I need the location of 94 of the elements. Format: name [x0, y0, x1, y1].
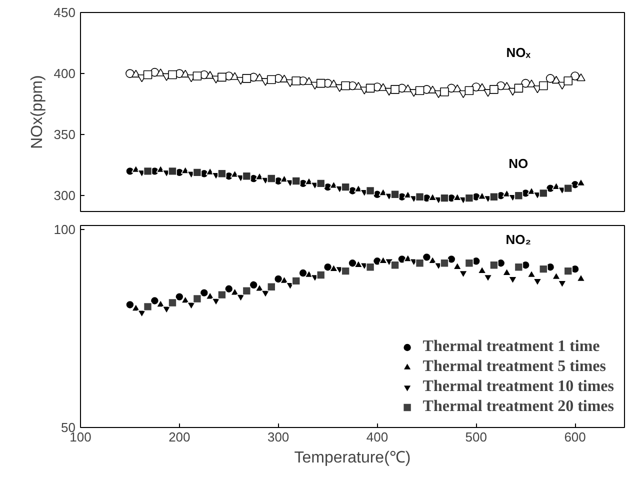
point [192, 72, 202, 80]
point [552, 76, 561, 84]
point [192, 294, 202, 304]
point [218, 72, 226, 82]
point [266, 75, 276, 84]
point [440, 258, 449, 268]
point [341, 182, 350, 192]
point [323, 262, 332, 272]
point [316, 179, 326, 188]
point [390, 260, 400, 270]
point [168, 70, 177, 80]
legend-label: Thermal treatment 1 time [422, 337, 600, 357]
point [354, 260, 363, 268]
point [390, 190, 400, 199]
y-tick-label: 350 [54, 127, 76, 142]
x-tick-label: 200 [168, 430, 190, 444]
point [242, 74, 252, 83]
point [348, 258, 357, 268]
point [292, 176, 301, 186]
point [366, 262, 375, 272]
point [422, 252, 432, 262]
point [546, 74, 555, 83]
point [514, 262, 524, 272]
point [490, 192, 498, 202]
point [533, 278, 542, 286]
point [490, 260, 498, 270]
point [452, 84, 462, 92]
point [390, 85, 400, 94]
legend-label: Thermal treatment 5 times [422, 357, 606, 377]
point [218, 169, 226, 178]
point [218, 290, 226, 300]
point [464, 258, 474, 268]
point [168, 166, 177, 176]
legend-label: Thermal treatment 10 times [422, 377, 614, 397]
y-tick-label: 450 [54, 5, 76, 20]
point [150, 296, 160, 306]
annotation: NO [508, 156, 528, 172]
point [175, 292, 184, 302]
x-tick-label: 500 [465, 430, 487, 444]
x-tick-label: 600 [564, 430, 586, 444]
point [440, 87, 449, 96]
point [266, 174, 276, 183]
y-tick-label: 300 [54, 188, 76, 204]
x-tick-label: 300 [267, 430, 290, 444]
point [366, 84, 375, 93]
annotation: NOₓ [506, 44, 531, 60]
x-tick-label: 400 [366, 430, 388, 444]
point [298, 268, 308, 278]
y-tick-label: 100 [54, 222, 76, 237]
point [224, 284, 234, 294]
point [341, 266, 350, 276]
point [292, 76, 301, 86]
point [126, 300, 134, 310]
annotation: NO₂ [506, 232, 532, 248]
point [242, 172, 252, 180]
point [249, 280, 258, 290]
point [538, 188, 548, 198]
point [538, 81, 548, 90]
x-axis-title: Temperature(℃) [294, 450, 411, 466]
point [143, 70, 152, 80]
point [242, 286, 252, 296]
point [514, 191, 524, 200]
legend-label: Thermal treatment 20 times [422, 397, 614, 417]
point [564, 266, 573, 276]
point [316, 78, 326, 88]
point [490, 85, 498, 94]
point [564, 76, 573, 86]
point [266, 282, 276, 292]
point [576, 73, 586, 82]
point [478, 83, 486, 91]
point [464, 86, 474, 96]
point [538, 264, 548, 274]
point [341, 81, 350, 90]
y-axis-title: NOx(ppm) [28, 75, 46, 149]
point [576, 178, 586, 186]
point [192, 168, 202, 177]
point [316, 270, 326, 280]
point [415, 192, 424, 202]
point [143, 166, 152, 176]
point [168, 298, 177, 308]
point [464, 194, 474, 202]
point [292, 276, 301, 286]
y-tick-label: 400 [54, 66, 76, 82]
point [478, 266, 486, 274]
point [366, 186, 375, 196]
point [274, 274, 283, 284]
point [514, 84, 524, 93]
point [415, 258, 424, 268]
point [564, 184, 573, 193]
point [261, 290, 270, 298]
point [143, 302, 152, 312]
point [200, 288, 209, 298]
point [440, 194, 449, 202]
point [415, 86, 424, 96]
